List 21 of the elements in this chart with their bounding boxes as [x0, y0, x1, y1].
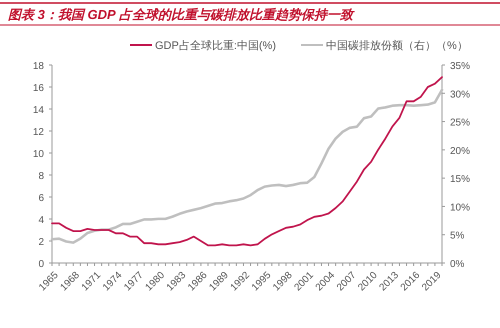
y-tick-label: 18 [32, 61, 44, 72]
y-tick-label: 2 [38, 237, 44, 248]
y-tick-label: 16 [32, 83, 44, 94]
y2-tick-label: 5% [450, 230, 465, 242]
y2-tick-label: 35% [450, 61, 470, 72]
legend-label: 中国碳排放份额（右）（%） [326, 39, 468, 52]
y2-tick-label: 10% [450, 202, 470, 214]
y2-tick-label: 30% [450, 89, 470, 100]
y-tick-label: 6 [38, 193, 44, 204]
legend-label: GDP占全球比重:中国(%) [155, 39, 276, 52]
y-tick-label: 8 [38, 171, 44, 182]
y2-tick-label: 15% [450, 174, 470, 186]
chart-title: 图表 3：我国 GDP 占全球的比重与碳排放比重趋势保持一致 [8, 7, 355, 22]
y-tick-label: 0 [38, 259, 44, 270]
y-tick-label: 4 [38, 215, 44, 226]
y2-tick-label: 0% [450, 259, 465, 270]
y-tick-label: 14 [32, 105, 44, 116]
y-tick-label: 12 [32, 127, 44, 138]
y2-tick-label: 20% [450, 146, 470, 157]
y2-tick-label: 25% [450, 118, 470, 129]
y-tick-label: 10 [32, 149, 44, 160]
